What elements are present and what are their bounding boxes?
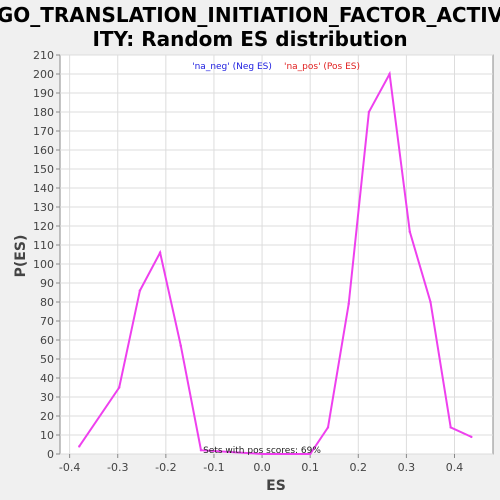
x-tick-label: 0.4 [446,461,464,474]
y-axis: 0 10 20 30 40 50 60 70 80 90 100 110 120 130 140 150 160… [33,49,60,461]
legend-neg: 'na_neg' (Neg ES) [192,62,272,72]
y-tick-label: 60 [40,334,54,347]
plot-area [59,54,494,455]
y-tick-label: 50 [40,353,54,366]
x-tick-label: -0.2 [155,461,176,474]
x-tick-label: -0.4 [59,461,80,474]
y-tick-label: 20 [40,410,54,423]
data-point [78,445,81,448]
annotation: Sets with pos scores: 69% [203,446,321,456]
y-tick-label: 130 [33,201,54,214]
y-tick-label: 120 [33,220,54,233]
x-axis: -0.4 -0.3 -0.2 -0.1 0.0 0.1 0.2 0.3 0.4 [59,454,463,474]
x-axis-label: ES [266,478,286,494]
y-tick-label: 110 [33,239,54,252]
y-axis-label: P(ES) [13,235,29,278]
series-line [78,70,472,455]
y-tick-label: 0 [47,448,54,461]
x-tick-label: 0.0 [253,461,271,474]
y-tick-label: 180 [33,106,54,119]
y-tick-label: 190 [33,87,54,100]
y-tick-label: 140 [33,182,54,195]
y-tick-label: 30 [40,391,54,404]
x-tick-label: 0.2 [350,461,368,474]
data-point [470,435,473,439]
data-point [199,449,203,452]
y-tick-label: 210 [33,49,54,62]
data-point [117,386,121,389]
x-tick-label: 0.3 [398,461,416,474]
legend-pos: 'na_pos' (Pos ES) [284,62,360,72]
y-tick-label: 200 [33,68,54,81]
data-point [308,452,312,456]
y-tick-label: 100 [33,258,54,271]
y-tick-label: 160 [33,144,54,157]
data-point [429,300,432,304]
y-tick-label: 10 [40,429,54,442]
y-tick-label: 70 [40,315,54,328]
data-point [260,452,264,456]
data-point [179,344,182,347]
x-tick-label: 0.1 [301,461,319,474]
data-point [367,110,371,114]
grid-lines [60,54,493,455]
x-tick-label: -0.3 [107,461,128,474]
y-tick-label: 90 [40,277,54,290]
y-tick-label: 170 [33,125,54,138]
data-point [408,230,411,233]
data-point [388,72,391,76]
data-point [158,251,162,254]
chart-title-line2: ITY: Random ES distribution [92,27,407,51]
y-tick-label: 80 [40,296,54,309]
chart-title-line1: GO_TRANSLATION_INITIATION_FACTOR_ACTIV [0,3,500,27]
data-point [449,426,452,429]
x-tick-label: -0.1 [203,461,224,474]
y-tick-label: 150 [33,163,54,176]
data-point [347,302,350,306]
data-point [326,426,330,429]
data-point [138,289,142,292]
y-tick-label: 40 [40,372,54,385]
series-layer [78,70,473,456]
